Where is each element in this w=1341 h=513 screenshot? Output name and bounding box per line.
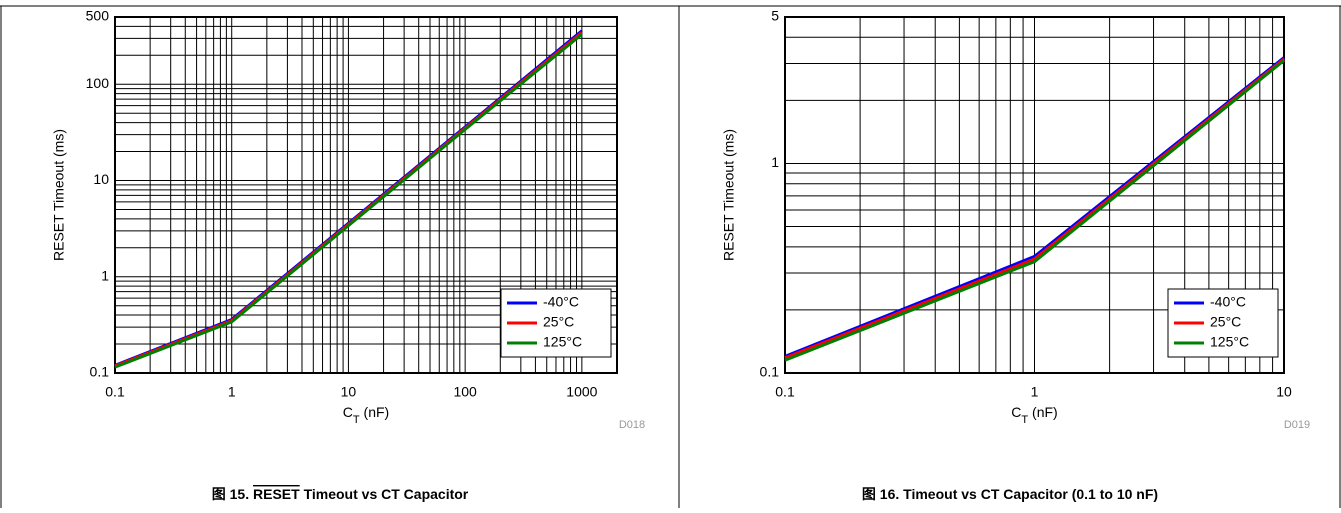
- x-axis-label-part: C: [343, 404, 353, 420]
- x-tick-label: 1000: [566, 384, 597, 400]
- legend-label: 125°C: [1210, 334, 1249, 350]
- legend-label: -40°C: [543, 294, 579, 310]
- figure-code: D019: [1284, 419, 1310, 431]
- caption-part: RESET: [253, 486, 300, 502]
- y-tick-label: 5: [771, 8, 779, 24]
- plot-frame: [114, 16, 618, 374]
- x-tick-label: 10: [1276, 384, 1292, 400]
- y-axis-label: RESET Timeout (ms): [721, 129, 737, 261]
- x-axis-label-part: C: [1011, 404, 1021, 420]
- y-tick-label: 0.1: [760, 364, 780, 380]
- x-tick-label: 0.1: [105, 384, 125, 400]
- x-axis-label-part: (nF): [1028, 404, 1058, 420]
- x-tick-label: 1: [1031, 384, 1039, 400]
- legend-label: 25°C: [543, 314, 574, 330]
- y-tick-label: 1: [101, 267, 109, 283]
- y-tick-label: 10: [93, 171, 109, 187]
- x-tick-label: 1: [228, 384, 236, 400]
- figure-caption: 图 16. Timeout vs CT Capacitor (0.1 to 10…: [862, 486, 1158, 502]
- y-axis-label: RESET Timeout (ms): [51, 129, 67, 261]
- x-tick-label: 10: [341, 384, 357, 400]
- x-axis-label-part: T: [353, 414, 360, 426]
- series-line: [784, 59, 1285, 362]
- figure-caption: 图 15. RESET Timeout vs CT Capacitor: [212, 486, 469, 502]
- caption-part: 图 16. Timeout vs CT Capacitor (0.1 to 10…: [862, 486, 1158, 502]
- y-tick-label: 1: [771, 154, 779, 170]
- x-tick-label: 100: [453, 384, 477, 400]
- y-tick-label: 100: [86, 75, 110, 91]
- x-tick-label: 0.1: [775, 384, 795, 400]
- x-axis-label-part: T: [1021, 414, 1028, 426]
- legend-label: 125°C: [543, 334, 582, 350]
- legend-label: 25°C: [1210, 314, 1241, 330]
- plot-frame: [784, 16, 1285, 374]
- x-axis-label: CT (nF): [343, 404, 389, 426]
- series-line: [114, 33, 583, 369]
- figure-code: D018: [619, 419, 645, 431]
- x-axis-label: CT (nF): [1011, 404, 1057, 426]
- x-axis-label-part: (nF): [360, 404, 390, 420]
- y-tick-label: 0.1: [90, 364, 110, 380]
- legend-label: -40°C: [1210, 294, 1246, 310]
- caption-part: 图 15.: [212, 486, 253, 502]
- y-tick-label: 500: [86, 8, 110, 24]
- caption-part: Timeout vs CT Capacitor: [300, 486, 469, 502]
